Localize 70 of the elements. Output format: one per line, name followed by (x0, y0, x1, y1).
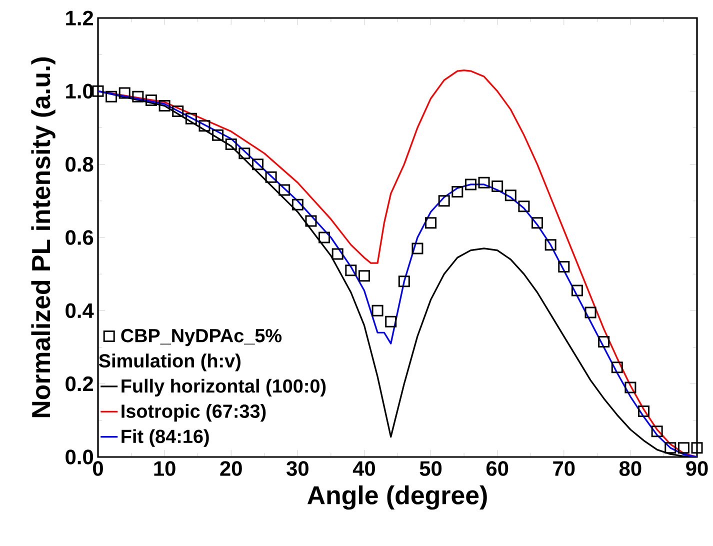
y-tick-label: 0.2 (66, 376, 94, 392)
point (664, 442, 676, 454)
legend-label: Fit (84:16) (122, 429, 209, 447)
y-tick-label: 0.0 (66, 450, 94, 464)
x-tick-label: 40 (352, 461, 375, 476)
point (358, 270, 370, 282)
point (425, 217, 437, 229)
x-tick-label: 10 (154, 461, 176, 476)
point (198, 120, 210, 132)
point (332, 248, 344, 260)
x-tick-label: 30 (286, 461, 308, 476)
x-tick-label: 0 (93, 461, 103, 476)
legend-label: Isotropic (67:33) (122, 404, 266, 422)
point (678, 442, 690, 454)
point (412, 242, 424, 254)
y-tick-label: 1.2 (66, 10, 94, 26)
point (464, 178, 476, 190)
legend-label: Fully horizontal (100:0) (122, 378, 326, 396)
point (478, 176, 490, 188)
point (438, 195, 450, 207)
y-tick-label: 0.4 (66, 303, 94, 318)
point (238, 148, 250, 160)
point (651, 426, 663, 438)
point (691, 442, 703, 454)
y-axis-title: Normalized PL intensity (a.u.) (31, 57, 56, 418)
x-tick-label: 70 (553, 461, 575, 476)
point (106, 90, 118, 102)
point (571, 284, 583, 296)
point (252, 158, 264, 170)
x-tick-label: 60 (486, 461, 508, 476)
point (278, 184, 290, 196)
point (372, 304, 384, 316)
point (385, 316, 397, 328)
x-tick-label: 20 (220, 461, 242, 476)
point (452, 186, 464, 198)
y-tick-label: 0.6 (66, 230, 94, 245)
x-tick-label: 50 (420, 461, 442, 476)
point (345, 264, 357, 276)
point (492, 180, 504, 192)
point (292, 198, 304, 210)
point (212, 129, 224, 141)
point (624, 382, 636, 394)
point (132, 90, 144, 102)
legend-title: Simulation (h:v) (98, 354, 240, 372)
point (185, 112, 197, 124)
point (265, 171, 277, 183)
x-tick-label: 90 (686, 461, 708, 476)
point (584, 306, 596, 318)
point (172, 106, 184, 118)
point (118, 87, 130, 99)
point (532, 217, 544, 229)
point (611, 362, 623, 374)
point (504, 190, 516, 202)
point (92, 85, 104, 97)
legend-label: CBP_NyDPAc_5% (121, 328, 282, 346)
point (598, 336, 610, 348)
point (158, 100, 170, 112)
point (318, 232, 330, 244)
point (518, 200, 530, 212)
x-tick-label: 80 (619, 461, 642, 476)
point (638, 406, 650, 418)
point (398, 276, 410, 288)
point (145, 94, 157, 106)
point (305, 215, 317, 227)
point (558, 261, 570, 273)
point (544, 239, 556, 251)
y-tick-label: 1.0 (66, 84, 94, 99)
y-tick-label: 0.8 (66, 156, 94, 172)
x-axis-title: Angle (degree) (307, 485, 487, 510)
point (225, 138, 237, 150)
